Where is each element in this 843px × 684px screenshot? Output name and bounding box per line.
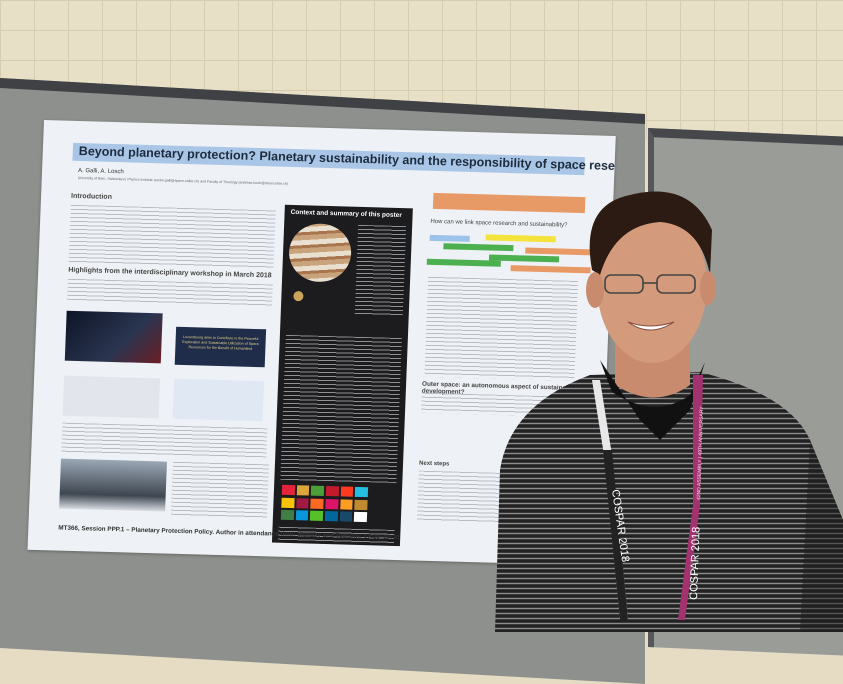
arm bbox=[800, 440, 843, 632]
ear-right bbox=[700, 271, 716, 305]
striped-shirt bbox=[495, 372, 843, 632]
person: COSPAR 2018 COSPAR 2018 42ND ASSEMBLY | … bbox=[495, 191, 843, 632]
glasses-icon bbox=[604, 274, 696, 294]
ear bbox=[586, 272, 604, 308]
collar bbox=[600, 360, 705, 440]
hair bbox=[589, 191, 712, 275]
face bbox=[597, 207, 707, 363]
lanyard-left-dark bbox=[603, 450, 628, 620]
smile bbox=[627, 321, 675, 331]
lanyard-brand-right: COSPAR 2018 bbox=[688, 527, 703, 601]
lanyard-text: 42ND ASSEMBLY | 49TH ANNIVERSARY bbox=[696, 406, 705, 500]
lanyard-right bbox=[678, 375, 703, 620]
